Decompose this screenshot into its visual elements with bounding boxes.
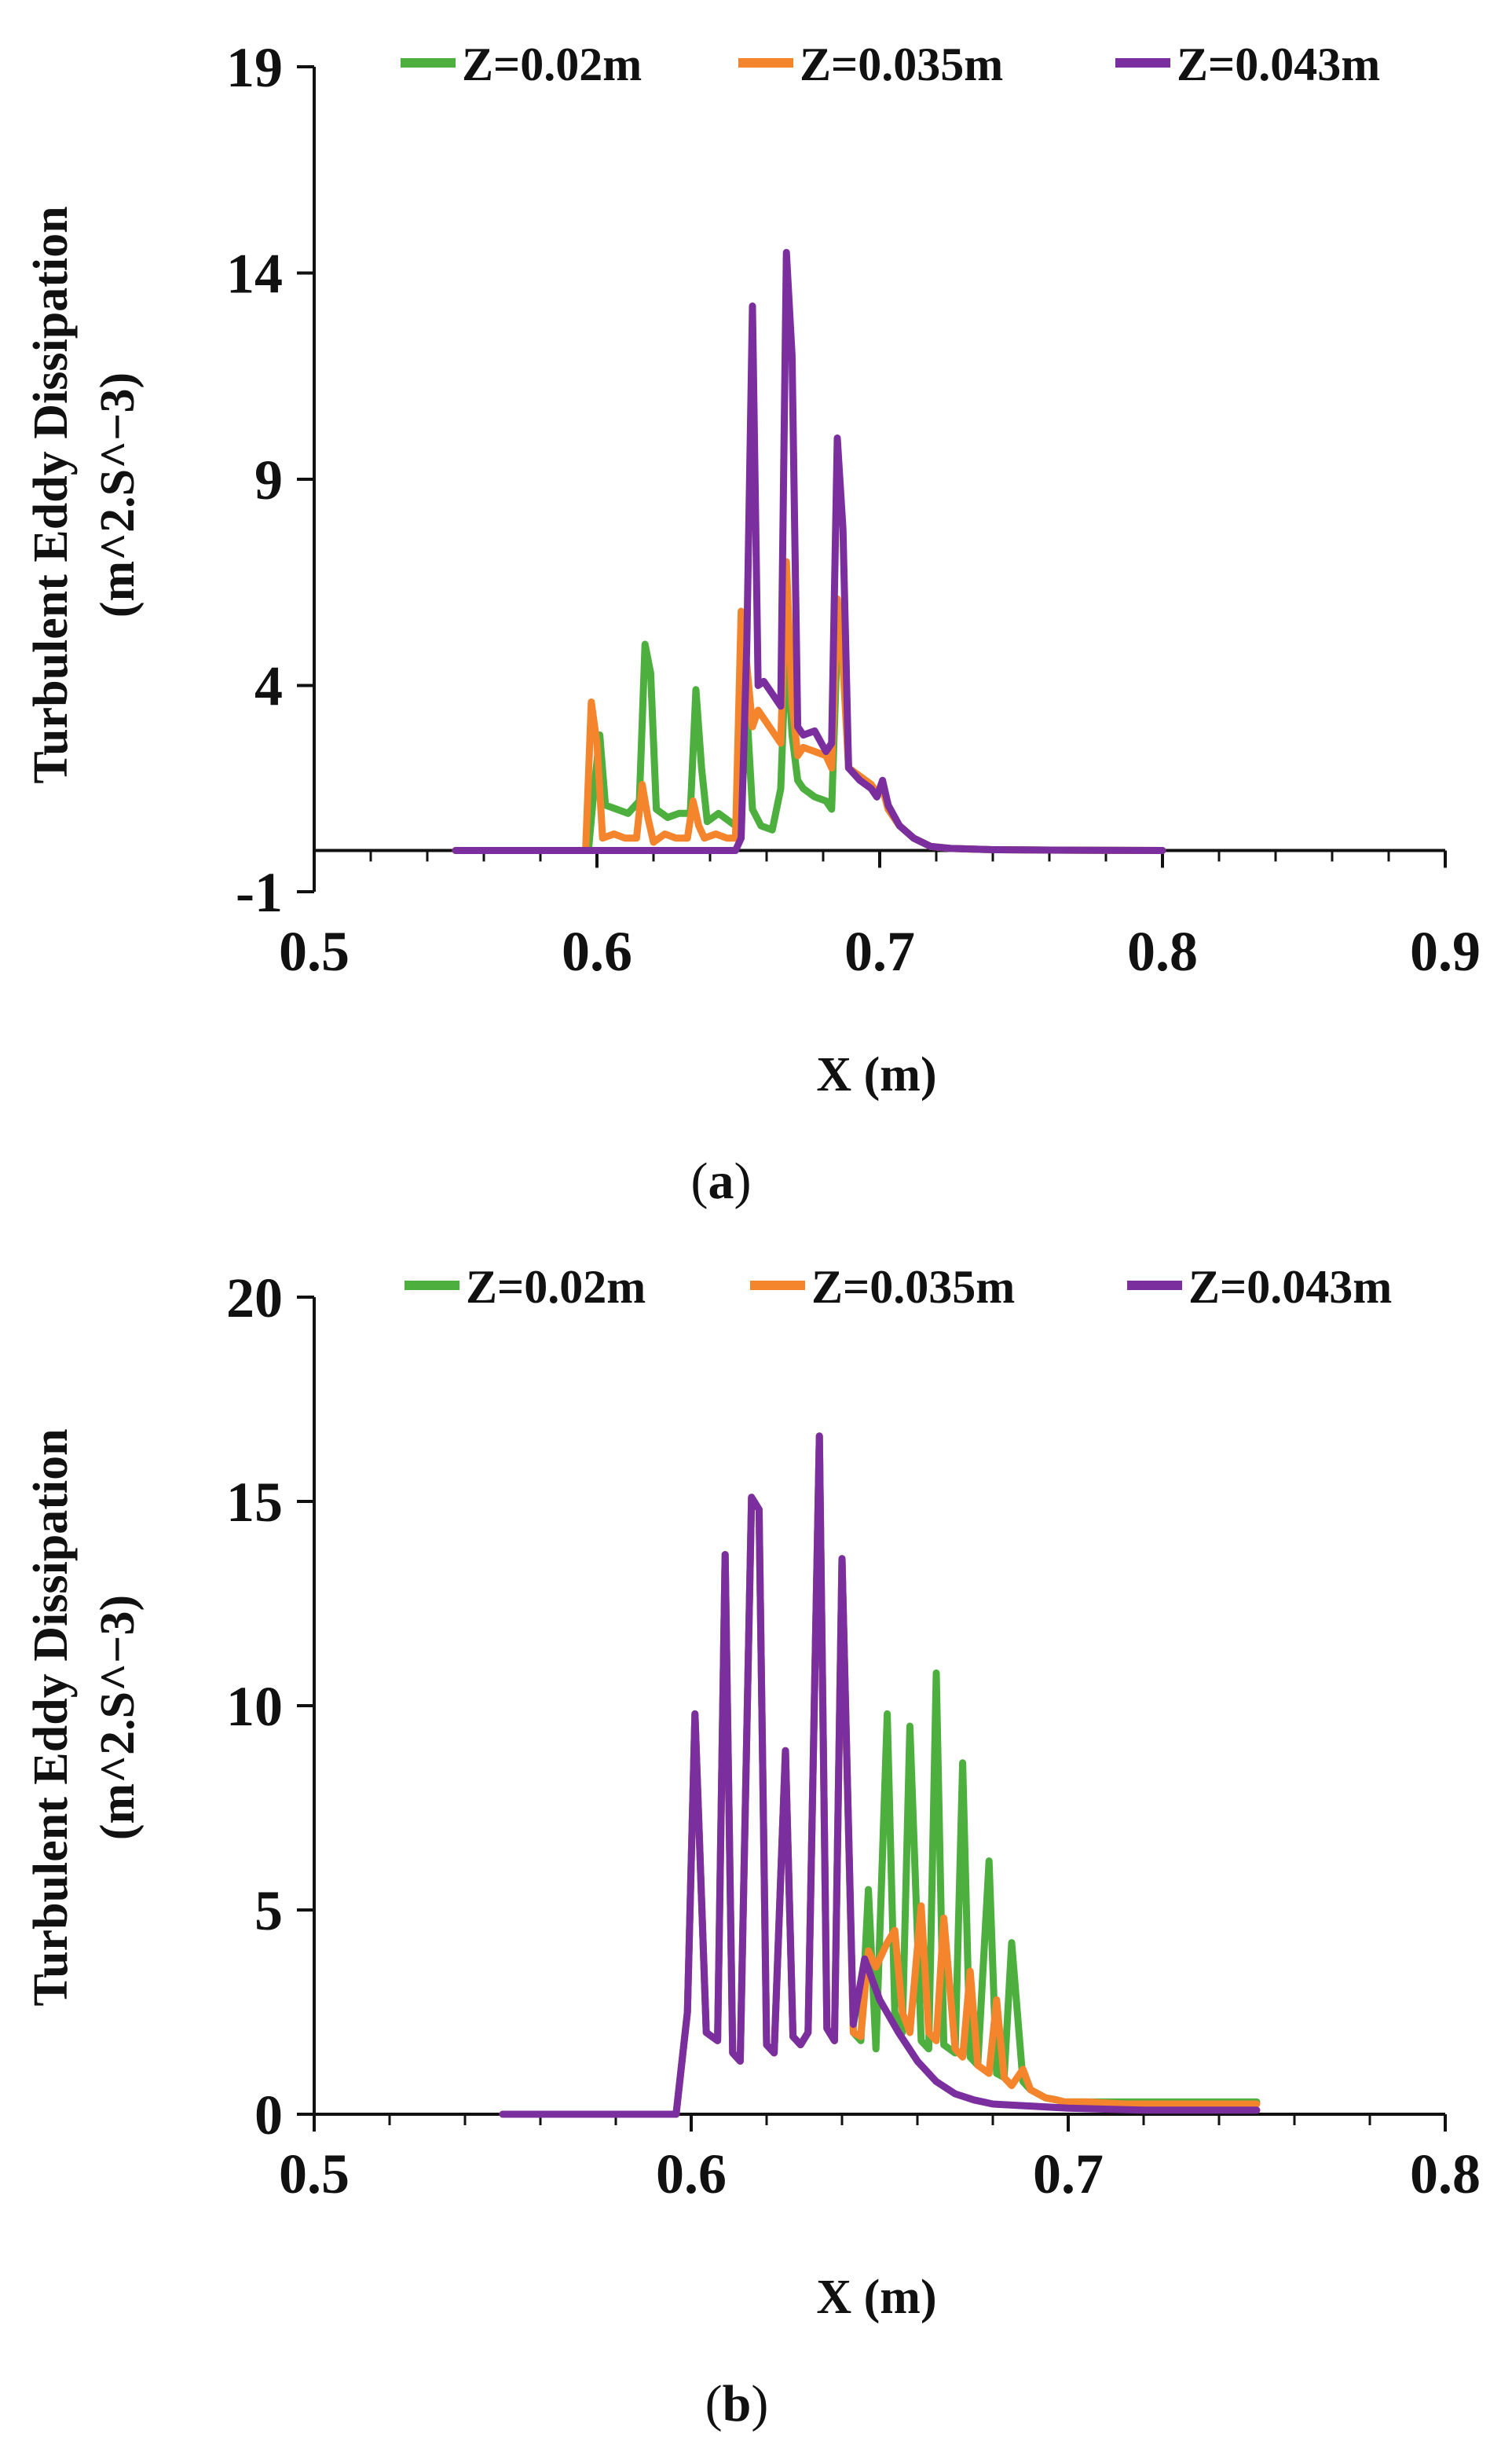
y-tick-label: 14 — [226, 243, 283, 306]
series-line-0 — [499, 1432, 1261, 2118]
y-axis-title-line-1: Turbulent Eddy Dissipation — [24, 206, 78, 783]
y-tick-label: 20 — [226, 1266, 283, 1329]
x-tick-label: 0.9 — [1410, 920, 1481, 983]
series-line-2 — [452, 248, 1166, 854]
legend-label-2: Z=0.043m — [1177, 38, 1380, 90]
y-axis-title-line-2: (m^2.S^−3) — [91, 1595, 145, 1840]
legend-label-1: Z=0.035m — [800, 38, 1003, 90]
x-tick-label: 0.8 — [1410, 2143, 1481, 2205]
x-axis-title: X (m) — [816, 1048, 936, 1102]
chart-b: Z=0.02m Z=0.035m Z=0.043m Turbulent Eddy… — [24, 1261, 1481, 2432]
series-line-1 — [452, 558, 1166, 854]
x-tick-label: 0.7 — [1033, 2143, 1104, 2205]
figure-caption-a: (a) — [691, 1153, 752, 1210]
y-tick-label: 5 — [254, 1879, 283, 1942]
chart-a: Z=0.02m Z=0.035m Z=0.043m Turbulent Eddy… — [24, 36, 1481, 1210]
legend-label-0: Z=0.02m — [466, 1261, 646, 1313]
x-axis-title: X (m) — [816, 2271, 936, 2324]
chart-panel-a: Z=0.02m Z=0.035m Z=0.043m Turbulent Eddy… — [0, 0, 1512, 1222]
series-line-0 — [452, 632, 1166, 854]
x-tick-label: 0.6 — [562, 920, 632, 983]
y-tick-label: 0 — [254, 2084, 283, 2146]
caption-letter: a — [708, 1153, 734, 1210]
x-tick-label: 0.6 — [656, 2143, 727, 2205]
series-line-2 — [499, 1432, 1261, 2118]
x-tick-label: 0.5 — [279, 2143, 350, 2205]
y-tick-label: 15 — [226, 1471, 283, 1534]
y-tick-label: 19 — [226, 36, 283, 99]
x-tick-label: 0.5 — [279, 920, 350, 983]
y-tick-label: 9 — [254, 449, 283, 511]
y-tick-label: 10 — [226, 1675, 283, 1738]
chart-panel-b: Z=0.02m Z=0.035m Z=0.043m Turbulent Eddy… — [0, 1222, 1512, 2445]
legend-label-0: Z=0.02m — [462, 38, 642, 90]
y-tick-label: -1 — [236, 861, 283, 924]
legend-label-1: Z=0.035m — [811, 1261, 1015, 1313]
y-tick-label: 4 — [254, 655, 283, 718]
x-tick-label: 0.8 — [1127, 920, 1198, 983]
caption-letter: b — [723, 2375, 752, 2432]
caption-open-paren: ( — [705, 2375, 723, 2432]
caption-open-paren: ( — [691, 1153, 708, 1210]
legend-label-2: Z=0.043m — [1188, 1261, 1392, 1313]
x-tick-label: 0.7 — [844, 920, 915, 983]
legend: Z=0.02m Z=0.035m Z=0.043m — [405, 1261, 1392, 1313]
legend: Z=0.02m Z=0.035m Z=0.043m — [401, 38, 1380, 90]
y-axis-title-line-2: (m^2.S^−3) — [91, 372, 145, 618]
y-axis-title-line-1: Turbulent Eddy Dissipation — [24, 1428, 78, 2006]
caption-close-paren: ) — [751, 2375, 768, 2432]
figure-caption-b: (b) — [705, 2375, 769, 2432]
caption-close-paren: ) — [734, 1153, 752, 1210]
